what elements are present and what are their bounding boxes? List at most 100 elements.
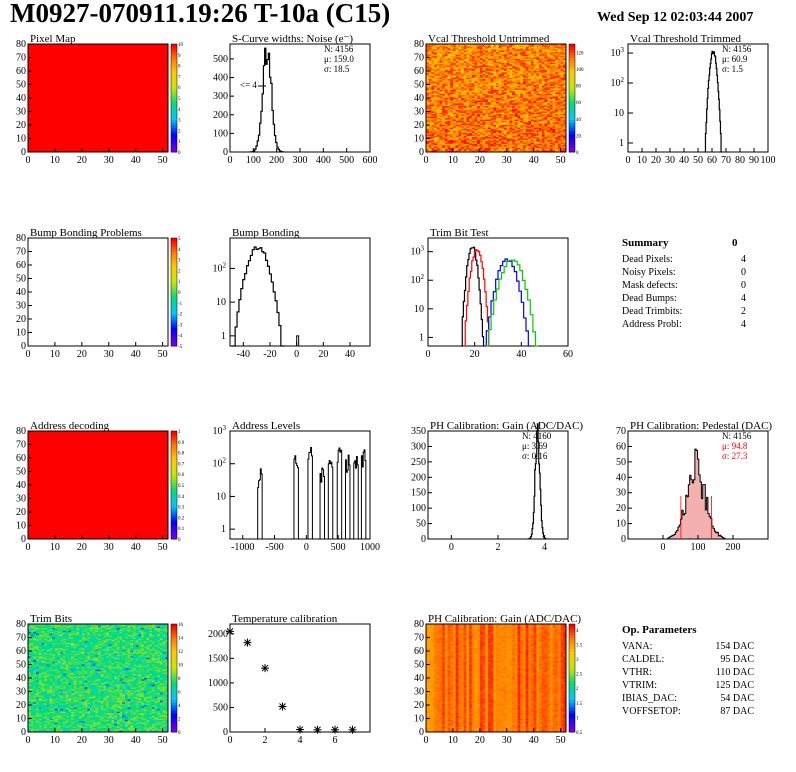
- heatmap-cell: [522, 102, 527, 104]
- heatmap-cell: [525, 130, 529, 133]
- heatmap-cell: [431, 89, 435, 92]
- heatmap-cell: [479, 80, 483, 83]
- heatmap-cell: [501, 60, 505, 62]
- heatmap-cell: [512, 61, 516, 64]
- heatmap-cell: [501, 104, 505, 107]
- heatmap-cell: [455, 64, 459, 66]
- heatmap-cell: [455, 61, 459, 64]
- heatmap-cell: [461, 125, 465, 127]
- heatmap-cell: [552, 115, 556, 118]
- heatmap-cell: [487, 88, 492, 91]
- heatmap-cell: [487, 108, 492, 111]
- heatmap-cell: [490, 126, 494, 129]
- heatmap-cell: [552, 127, 556, 130]
- heatmap-cell: [444, 127, 448, 130]
- heatmap-cell: [436, 50, 440, 53]
- heatmap-cell: [533, 115, 537, 118]
- x-tick-label: 20: [651, 155, 661, 166]
- heatmap-cell: [436, 56, 440, 58]
- heatmap-cell: [501, 88, 505, 91]
- heatmap-cell: [525, 53, 529, 56]
- heatmap-cell: [477, 98, 481, 100]
- heatmap-cell: [469, 61, 473, 64]
- colorbar-cell: [171, 106, 177, 110]
- heatmap-cell: [525, 44, 529, 46]
- heatmap-cell: [439, 53, 443, 56]
- heatmap-cell: [547, 83, 551, 85]
- heatmap-cell: [528, 127, 532, 130]
- heatmap-cell: [477, 52, 481, 54]
- heatmap-cell: [506, 103, 510, 106]
- y-tick-label: 200: [411, 472, 426, 483]
- heatmap-cell: [452, 116, 457, 119]
- heatmap-cell: [525, 115, 529, 118]
- heatmap-cell: [458, 108, 462, 111]
- heatmap-cell: [469, 133, 473, 135]
- heatmap-cell: [461, 50, 465, 53]
- heatmap-cell: [450, 120, 454, 123]
- heatmap-cell: [428, 138, 432, 141]
- heatmap-cell: [501, 65, 505, 68]
- heatmap-cell: [490, 64, 494, 66]
- heatmap-cell: [477, 91, 481, 93]
- heatmap-cell: [555, 66, 559, 69]
- heatmap-cell: [514, 73, 518, 76]
- heatmap-cell: [487, 95, 492, 98]
- heatmap-cell: [447, 96, 451, 99]
- heatmap-cell: [517, 75, 521, 77]
- heatmap-cell: [493, 134, 497, 137]
- heatmap-cell: [436, 44, 440, 46]
- heatmap-cell: [434, 103, 438, 106]
- heatmap-cell: [485, 49, 489, 52]
- heatmap-cell: [469, 87, 473, 89]
- panel-title: Address decoding: [30, 420, 110, 432]
- heatmap-cell: [520, 137, 524, 139]
- heatmap-cell: [474, 53, 478, 56]
- heatmap-cell: [428, 65, 432, 68]
- heatmap-cell: [514, 127, 518, 130]
- heatmap-cell: [504, 72, 508, 75]
- heatmap-cell: [557, 69, 562, 72]
- heatmap-cell: [525, 96, 529, 99]
- heatmap-cell: [496, 130, 500, 133]
- chart-ph-pedestal: PH Calibration: Pedestal (DAC)0 100 200010…: [616, 420, 772, 553]
- heatmap-cell: [517, 83, 521, 85]
- heatmap-cell: [496, 44, 500, 46]
- heatmap-cell: [506, 62, 510, 65]
- heatmap-cell: [509, 133, 513, 135]
- heatmap-cell: [536, 129, 540, 131]
- heatmap-cell: [469, 83, 473, 85]
- heatmap-cell: [450, 99, 454, 102]
- heatmap-cell: [466, 107, 470, 110]
- heatmap-cell: [541, 57, 545, 60]
- heatmap-cell: [522, 56, 527, 58]
- heatmap-cell: [549, 137, 553, 139]
- heatmap-cell: [544, 57, 548, 60]
- heatmap-cell: [482, 108, 486, 111]
- heatmap-cell: [436, 71, 440, 73]
- heatmap-cell: [436, 108, 440, 111]
- heatmap-cell: [482, 106, 486, 108]
- heatmap-cell: [479, 129, 483, 131]
- heatmap-cell: [452, 123, 457, 126]
- heatmap-cell: [431, 123, 435, 126]
- heatmap-cell: [544, 125, 548, 127]
- stat-label: μ: 94.8: [722, 441, 748, 451]
- heatmap-cell: [482, 114, 486, 116]
- heatmap-cell: [539, 65, 543, 68]
- heatmap-cell: [525, 79, 529, 81]
- heatmap-cell: [506, 108, 510, 111]
- heatmap-cell: [490, 72, 494, 75]
- heatmap-cell: [531, 89, 535, 92]
- heatmap-cell: [479, 103, 483, 106]
- heatmap-cell: [482, 57, 486, 60]
- heatmap-cell: [501, 115, 505, 118]
- heatmap-cell: [512, 133, 516, 135]
- heatmap-cell: [487, 45, 492, 48]
- heatmap-cell: [452, 127, 457, 130]
- heatmap-cell: [544, 120, 548, 123]
- heatmap-cell: [506, 96, 510, 99]
- heatmap-cell: [547, 89, 551, 92]
- heatmap-cell: [466, 103, 470, 106]
- heatmap-cell: [496, 110, 500, 112]
